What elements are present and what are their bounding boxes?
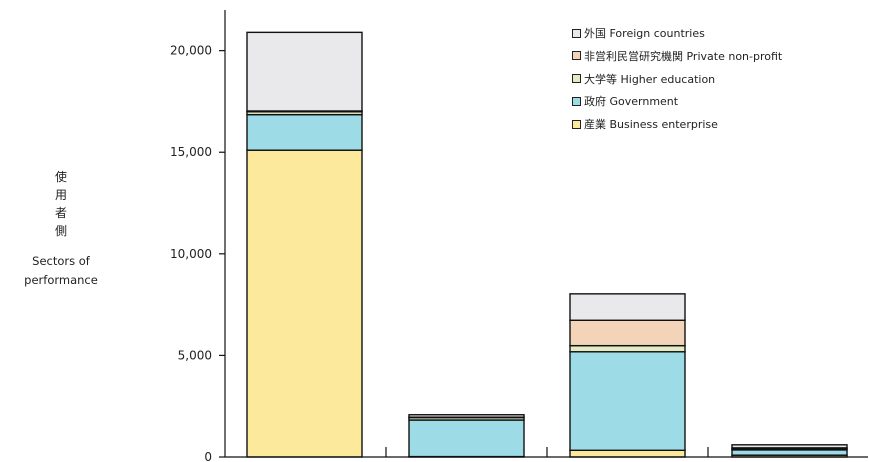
bar-segment-2-series-2 [408, 419, 525, 458]
y-axis-label-english: Sectors of performance [24, 254, 98, 287]
legend-item: 産業 Business enterprise [572, 113, 782, 135]
bar-segment-3-series-3 [569, 344, 686, 353]
y-tick-label-0: 0 [204, 450, 212, 462]
y-tick-label-15000: 15,000 [170, 145, 212, 159]
bar-segment-1-series-1 [246, 149, 363, 458]
legend-swatch [572, 28, 581, 38]
bar-segment-3-series-5 [569, 293, 686, 321]
bar-segment-1-series-2 [246, 113, 363, 151]
y-axis-label-japanese: 使 用 者 側 [54, 170, 67, 238]
legend-label: 政府 Government [584, 95, 679, 109]
bar-segment-4-series-5 [731, 444, 848, 449]
legend-item: 政府 Government [572, 90, 782, 112]
legend-swatch [572, 96, 581, 106]
y-tick-label-20000: 20,000 [170, 44, 212, 58]
legend-item: 外国 Foreign countries [572, 22, 782, 44]
legend-label: 非営利民営研究機関 Private non-profit [584, 49, 783, 63]
bar-segment-2-series-5 [408, 414, 525, 418]
legend-label: 産業 Business enterprise [584, 118, 718, 132]
bar-segment-3-series-2 [569, 351, 686, 451]
legend: 外国 Foreign countries 非営利民営研究機関 Private no… [572, 22, 782, 136]
legend-swatch [572, 51, 581, 61]
legend-swatch [572, 119, 581, 129]
legend-label: 大学等 Higher education [584, 72, 716, 86]
legend-item: 大学等 Higher education [572, 68, 782, 90]
legend-item: 非営利民営研究機関 Private non-profit [572, 45, 782, 67]
bar-segment-1-series-5 [246, 31, 363, 112]
y-tick-label-10000: 10,000 [170, 247, 212, 261]
bar-segment-4-series-2 [731, 449, 848, 456]
legend-label: 外国 Foreign countries [584, 27, 705, 40]
y-tick-label-5000: 5,000 [178, 348, 212, 362]
y-axis-label: 使 用 者 側 Sectors of performance [14, 168, 108, 290]
legend-swatch [572, 74, 581, 84]
bar-segment-3-series-4 [569, 319, 686, 347]
bar-segment-3-series-1 [569, 449, 686, 458]
